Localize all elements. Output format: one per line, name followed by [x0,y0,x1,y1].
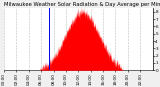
Text: Milwaukee Weather Solar Radiation & Day Average per Minute W/m² (Today): Milwaukee Weather Solar Radiation & Day … [4,2,160,7]
